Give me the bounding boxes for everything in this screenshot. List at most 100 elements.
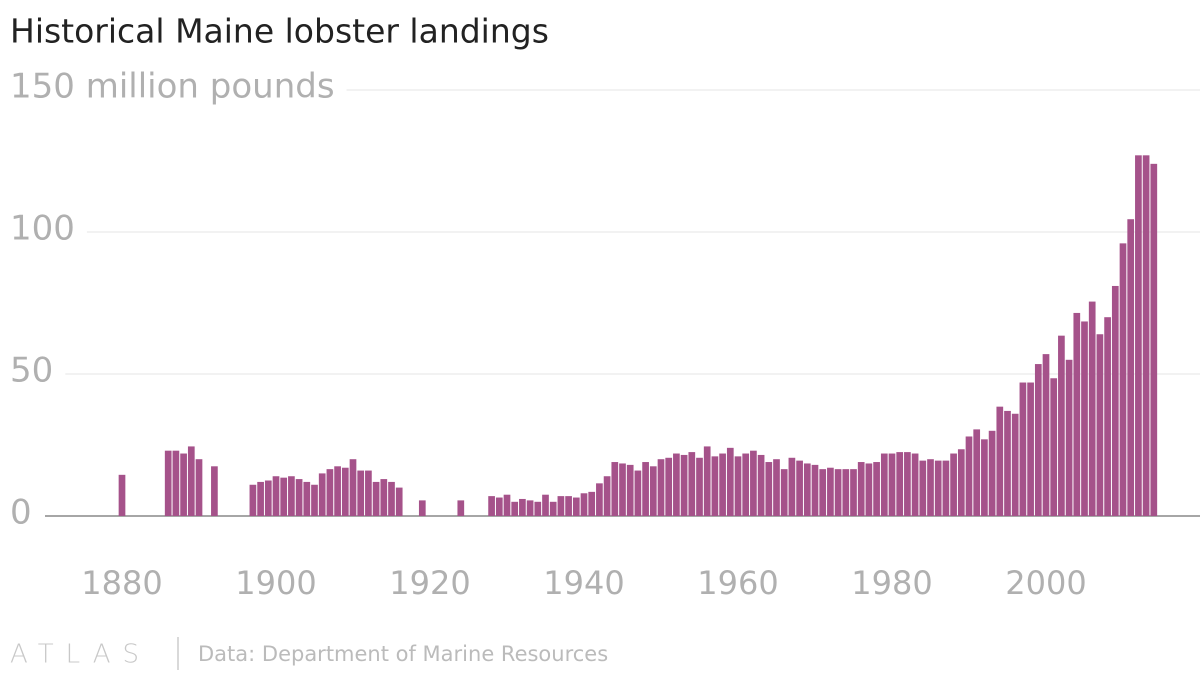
bar xyxy=(572,497,580,516)
bar xyxy=(1004,410,1011,516)
bar xyxy=(249,484,257,516)
bar xyxy=(542,494,549,516)
bar xyxy=(495,497,503,516)
bar xyxy=(519,498,526,516)
bar xyxy=(180,453,187,516)
bar xyxy=(488,496,495,516)
bar xyxy=(1096,334,1104,516)
bar xyxy=(680,454,688,516)
bar xyxy=(865,463,873,516)
bar xyxy=(942,460,950,516)
bar xyxy=(1088,301,1096,516)
bar xyxy=(534,501,542,516)
bar xyxy=(1058,335,1065,516)
bar xyxy=(988,430,996,516)
source: Data: Department of Marine Resources xyxy=(198,642,608,666)
x-tick-label: 1960 xyxy=(697,564,778,602)
bar xyxy=(734,456,742,516)
bar xyxy=(257,481,264,516)
bar xyxy=(326,469,334,516)
bar xyxy=(850,469,857,516)
chart-title: Historical Maine lobster landings xyxy=(10,12,549,51)
bar xyxy=(780,469,788,516)
bar xyxy=(750,450,757,516)
bar xyxy=(588,491,596,516)
bar xyxy=(1019,382,1027,516)
bar xyxy=(896,452,904,516)
x-tick-label: 1920 xyxy=(389,564,470,602)
x-tick-label: 1980 xyxy=(851,564,932,602)
bar xyxy=(673,453,680,516)
bar xyxy=(834,469,842,516)
bar xyxy=(973,429,981,516)
bar xyxy=(303,481,311,516)
bar xyxy=(1042,354,1050,516)
bar xyxy=(1050,378,1058,516)
bar xyxy=(1142,155,1150,516)
bar xyxy=(626,464,634,516)
bar xyxy=(819,469,827,516)
bar xyxy=(711,456,719,516)
bar xyxy=(827,467,834,516)
bar xyxy=(1011,413,1019,516)
bar xyxy=(1135,155,1142,516)
bar xyxy=(596,483,603,516)
bar xyxy=(957,449,965,516)
bar xyxy=(811,464,819,516)
bar xyxy=(1150,163,1158,516)
bar xyxy=(934,460,942,516)
bar xyxy=(765,462,773,516)
bar xyxy=(796,460,803,516)
bar xyxy=(172,450,180,516)
bar xyxy=(773,459,780,516)
bar xyxy=(919,460,927,516)
bar xyxy=(1119,243,1127,517)
bar xyxy=(1027,382,1034,516)
bar xyxy=(195,459,203,516)
x-tick-label: 2000 xyxy=(1005,564,1086,602)
bar xyxy=(880,453,888,516)
y-tick-label: 150 million pounds xyxy=(10,67,335,107)
bar xyxy=(1065,359,1073,516)
bar xyxy=(334,466,341,516)
bar xyxy=(665,457,673,516)
bar xyxy=(349,459,357,516)
x-tick-label: 1900 xyxy=(235,564,316,602)
bar xyxy=(649,466,657,516)
bar xyxy=(1034,364,1042,516)
bar xyxy=(580,493,588,516)
x-tick-label: 1880 xyxy=(81,564,162,602)
bar xyxy=(873,462,880,516)
bar xyxy=(549,501,557,516)
bar xyxy=(888,453,896,516)
bar xyxy=(365,470,372,516)
bar xyxy=(688,452,696,516)
bar xyxy=(341,467,349,516)
bar xyxy=(418,500,426,516)
bar xyxy=(634,470,642,516)
y-tick-label: 50 xyxy=(10,351,53,391)
bar xyxy=(295,479,303,516)
bar xyxy=(803,463,811,516)
bar xyxy=(1111,285,1119,516)
bar xyxy=(950,453,957,516)
bar xyxy=(619,463,626,516)
bar xyxy=(927,459,934,516)
bar xyxy=(696,457,703,516)
bar xyxy=(1127,219,1135,516)
bar xyxy=(288,476,295,516)
bar xyxy=(318,473,326,516)
bar xyxy=(911,453,919,516)
y-tick-label: 0 xyxy=(10,493,32,533)
bar xyxy=(211,466,218,516)
bar xyxy=(311,484,318,516)
bar xyxy=(1073,312,1081,516)
bar xyxy=(965,436,973,516)
bar xyxy=(1104,317,1111,516)
bar xyxy=(703,446,711,516)
bar xyxy=(503,494,511,516)
logo: ATLAS xyxy=(10,640,151,670)
bar xyxy=(457,500,465,516)
bar xyxy=(842,469,850,516)
